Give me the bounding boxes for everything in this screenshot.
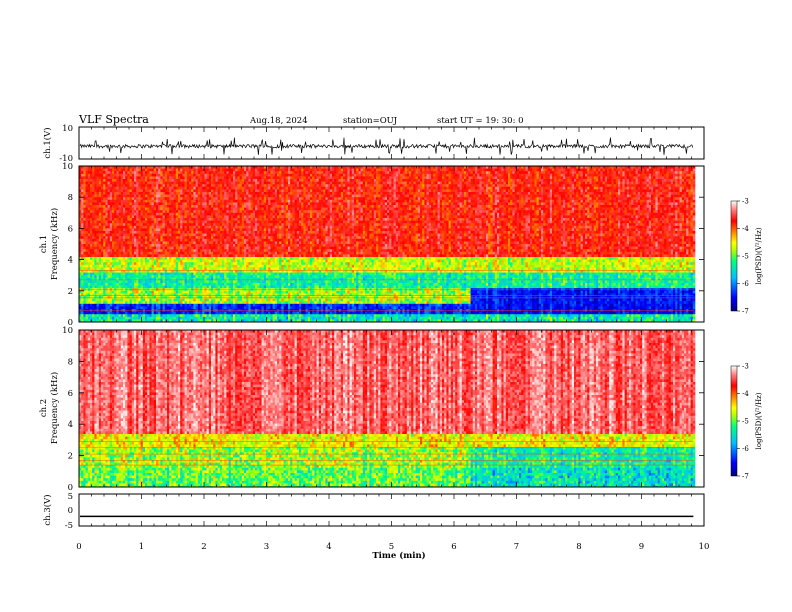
cb2-label-1: -4	[742, 390, 749, 398]
cb2-label-0: -3	[742, 363, 749, 371]
yt1-label-3: 6	[68, 224, 73, 234]
start-time-label: start UT = 19: 30: 0	[437, 116, 524, 126]
ch2-spectrogram-ylabel-ch: ch.2	[39, 399, 49, 417]
yt1-label-2: 4	[68, 256, 73, 266]
yt1-label-5: 10	[62, 162, 73, 172]
ch1-waveform-ylabel: ch.1(V)	[42, 127, 53, 158]
ch3-ytick-mid: 0	[68, 506, 73, 516]
ch1-colorbar	[730, 200, 738, 312]
time-axis-labels: 0 1 2 3 4 5 6 7 8 9 10	[76, 542, 709, 552]
yt1-label-0: 0	[68, 318, 73, 328]
cb2-label-2: -5	[742, 418, 749, 426]
time-tick-label-1: 1	[139, 542, 144, 552]
time-tick-label-4: 4	[326, 542, 331, 552]
time-tick-label-7: 7	[514, 542, 519, 552]
ch2-freq-ticks: 0 2 4 6 8 10	[62, 326, 704, 493]
ch1-spectrogram-image	[79, 166, 704, 322]
yt2-label-2: 4	[68, 420, 73, 430]
yt1-label-4: 8	[68, 193, 73, 203]
ch1-ytick-bottom: -10	[59, 154, 73, 164]
station-label: station=OUJ	[343, 116, 398, 126]
ch1-ytick-top: 10	[62, 124, 73, 134]
ch2-colorbar-ticks: -3 -4 -5 -6 -7	[737, 363, 749, 481]
yt2-label-0: 0	[68, 483, 73, 493]
ch3-waveform-ylabel: ch.3(V)	[42, 494, 53, 525]
cb1-label-3: -6	[742, 280, 749, 288]
yt2-label-3: 6	[68, 389, 73, 399]
time-tick-label-9: 9	[639, 542, 644, 552]
cb1-label-1: -4	[742, 225, 749, 233]
time-tick-label-10: 10	[699, 542, 710, 552]
ch1-colorbar-label: log(PSD)(V²/Hz)	[755, 227, 763, 284]
time-tick-label-8: 8	[576, 542, 581, 552]
yt2-label-1: 2	[68, 452, 73, 462]
date-label: Aug.18, 2024	[249, 116, 308, 126]
ch1-spectrogram-ylabel-freq: Frequency (kHz)	[49, 208, 60, 280]
time-tick-label-5: 5	[389, 542, 394, 552]
time-tick-label-2: 2	[201, 542, 206, 552]
figure-title: VLF Spectra	[78, 113, 149, 126]
yt1-label-1: 2	[68, 287, 73, 297]
ch1-freq-ticks: 0 2 4 6 8 10	[62, 162, 704, 328]
time-axis-ticks	[78, 127, 705, 526]
yt2-label-5: 10	[62, 326, 73, 336]
cb1-label-0: -3	[742, 198, 749, 206]
time-tick-label-3: 3	[264, 542, 269, 552]
ch2-colorbar-label: log(PSD)(V²/Hz)	[755, 392, 763, 449]
ch2-spectrogram-image	[79, 330, 704, 487]
cb1-label-4: -7	[742, 308, 749, 316]
ch2-spectrogram-ylabel-freq: Frequency (kHz)	[49, 372, 60, 444]
ch3-ytick-bottom: -5	[65, 521, 73, 531]
time-tick-label-6: 6	[451, 542, 456, 552]
ch2-colorbar	[730, 365, 738, 477]
cb2-label-4: -7	[742, 473, 749, 481]
cb2-label-3: -6	[742, 445, 749, 453]
ch1-colorbar-ticks: -3 -4 -5 -6 -7	[737, 198, 749, 316]
ch1-waveform-line	[79, 137, 694, 155]
time-axis-title: Time (min)	[372, 550, 425, 561]
ch1-spectrogram-ylabel-ch: ch.1	[39, 235, 49, 253]
cb1-label-2: -5	[742, 253, 749, 261]
ch3-ytick-top: 5	[68, 492, 73, 502]
yt2-label-4: 8	[68, 357, 73, 367]
time-tick-label-0: 0	[76, 542, 81, 552]
